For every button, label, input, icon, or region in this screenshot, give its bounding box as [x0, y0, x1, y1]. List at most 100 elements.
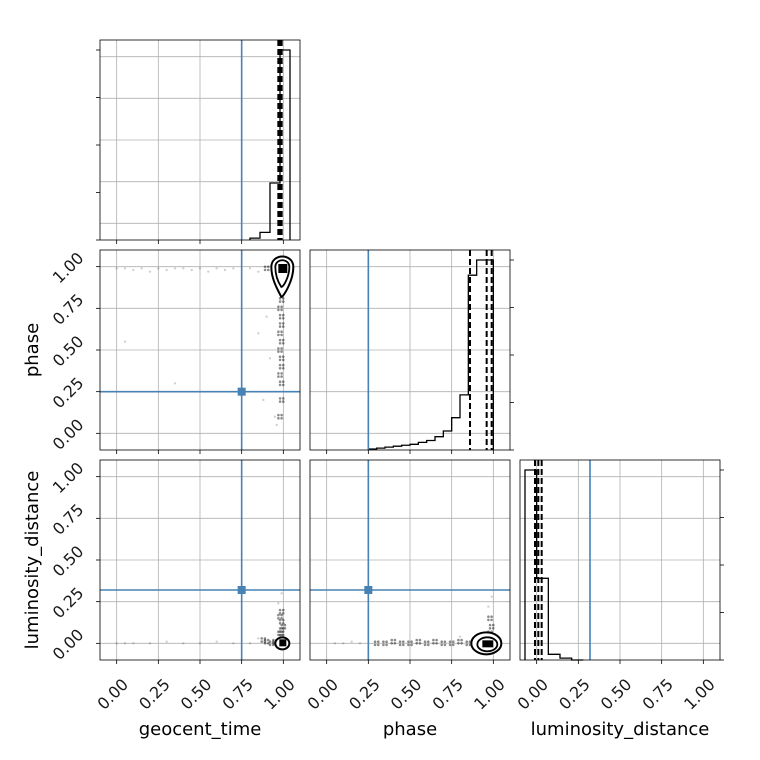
scatter-point: [443, 643, 447, 647]
scatter-point: [271, 640, 275, 644]
y-tick-label-scatter-1-2: 0.50: [49, 542, 88, 581]
scatter-point: [423, 640, 427, 644]
scatter-point: [278, 400, 282, 403]
scatter-point: [440, 640, 444, 644]
scatter-point: [260, 637, 264, 640]
scatter-point: [418, 641, 422, 645]
scatter-point: [278, 397, 282, 400]
scatter-point: [376, 643, 380, 647]
scatter-point: [280, 416, 283, 420]
scatter-point: [487, 615, 490, 619]
x-tick-label-col-0-4: 1.00: [260, 675, 299, 714]
scatter-point: [257, 637, 260, 640]
panel-grid-scatter-2: [310, 460, 510, 660]
scatter-point: [248, 267, 252, 270]
contour-core: [278, 264, 288, 273]
scatter-point: [266, 268, 270, 272]
scatter-point: [385, 643, 388, 647]
scatter-point: [263, 637, 267, 640]
scatter-point: [281, 322, 285, 325]
scatter-point: [460, 641, 463, 645]
scatter-points-phase-vs-luminosity_distance: [333, 595, 495, 647]
scatter-point: [280, 305, 283, 309]
scatter-point: [385, 640, 388, 644]
scatter-point: [401, 643, 405, 647]
scatter-point: [407, 643, 410, 647]
scatter-point: [281, 297, 285, 300]
scatter-point: [280, 413, 283, 417]
scatter-point: [280, 347, 283, 350]
truth-marker-geocent_time-vs-phase: [237, 387, 246, 396]
scatter-point: [248, 642, 252, 645]
scatter-point: [278, 633, 282, 637]
x-tick-label-col-1-1: 0.25: [345, 675, 384, 714]
scatter-point: [426, 640, 430, 644]
scatter-point: [165, 268, 168, 272]
scatter-point: [277, 613, 280, 617]
contour-core: [279, 639, 287, 647]
histogram-luminosity_distance: [524, 469, 584, 661]
scatter-point: [488, 623, 492, 627]
scatter-point: [458, 635, 462, 638]
y-axis-label-phase: phase: [22, 323, 43, 377]
scatter-point: [487, 618, 490, 622]
scatter-point: [373, 643, 377, 647]
contour-middle: [274, 259, 291, 288]
scatter-point: [198, 267, 202, 270]
scatter-point: [393, 641, 397, 645]
scatter-point: [148, 642, 152, 645]
scatter-point: [373, 640, 377, 644]
scatter-point: [418, 638, 422, 642]
scatter-point: [263, 641, 267, 645]
scatter-point: [283, 623, 287, 627]
x-tick-label-col-0-3: 0.75: [218, 675, 257, 714]
scatter-point: [283, 626, 287, 630]
scatter-point: [280, 633, 283, 637]
scatter-point: [281, 316, 285, 320]
scatter-point: [460, 638, 463, 642]
scatter-point: [465, 643, 469, 647]
scatter-point: [457, 641, 460, 645]
scatter-point: [278, 383, 282, 387]
scatter-point: [263, 265, 267, 269]
scatter-point: [148, 270, 152, 273]
x-tick-label-col-2-4: 1.00: [680, 675, 719, 714]
y-tick-label-scatter-0-2: 0.50: [49, 332, 88, 371]
scatter-point: [448, 640, 452, 644]
y-tick-label-scatter-0-0: 0.00: [49, 415, 88, 454]
scatter-point: [277, 330, 280, 334]
scatter-point: [415, 641, 419, 645]
scatter-point: [278, 611, 282, 615]
histogram-phase: [367, 259, 494, 450]
y-tick-label-scatter-0-1: 0.25: [49, 373, 88, 412]
scatter-point: [280, 372, 283, 375]
scatter-point: [263, 638, 267, 642]
scatter-point: [277, 375, 280, 378]
x-tick-label-col-0-0: 0.00: [93, 675, 132, 714]
scatter-point: [280, 623, 284, 627]
scatter-point: [271, 643, 275, 647]
scatter-point: [198, 642, 202, 645]
scatter-point: [278, 621, 282, 625]
contour-middle: [476, 636, 499, 653]
scatter-point: [215, 267, 218, 270]
scatter-point: [393, 638, 397, 642]
scatter-point: [257, 332, 260, 335]
scatter-point: [448, 643, 452, 647]
x-tick-label-col-0-2: 0.50: [177, 675, 216, 714]
scatter-point: [277, 333, 280, 337]
scatter-point: [410, 640, 413, 644]
contour-geocent_time-vs-phase: [270, 255, 295, 299]
scatter-point: [281, 363, 285, 367]
panel-grid-diag-1: [310, 250, 510, 450]
x-tick-label-col-1-3: 0.75: [428, 675, 467, 714]
scatter-point: [280, 630, 283, 634]
scatter-point: [281, 633, 285, 637]
scatter-point: [278, 363, 282, 367]
truth-marker-geocent_time-vs-luminosity_distance: [237, 586, 246, 594]
scatter-point: [278, 608, 282, 612]
scatter-point: [223, 268, 227, 272]
scatter-point: [115, 642, 118, 645]
scatter-point: [281, 621, 285, 625]
